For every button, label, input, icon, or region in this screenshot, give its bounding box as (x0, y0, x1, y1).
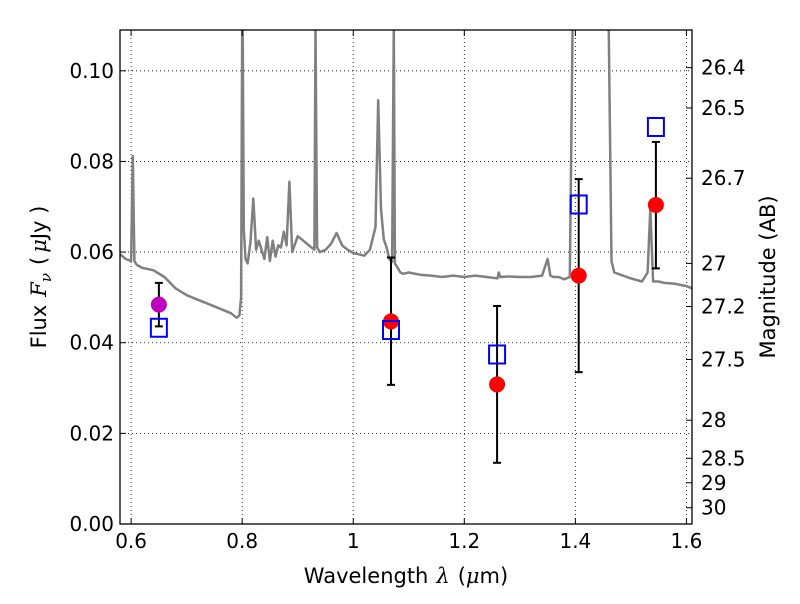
y2-tick-label: 27.5 (701, 347, 746, 371)
secondary-y-axis-label: Magnitude (AB) (756, 195, 780, 358)
x-axis-label: Wavelength λ (μm) (304, 564, 508, 588)
y-axis-label: FluxFν(μJy ) (27, 206, 55, 349)
model-photometry-point (149, 317, 168, 338)
y-tick-label: 0.00 (69, 512, 114, 536)
y2-tick-label: 28 (701, 408, 726, 432)
y-tick-label: 0.06 (69, 240, 114, 264)
model-spectrum-line (120, 30, 692, 320)
y2-tick-label: 26.4 (701, 56, 746, 80)
data-points-layer (149, 116, 665, 464)
model-photometry-point (569, 194, 588, 215)
y2-tick-label: 29 (701, 471, 726, 495)
y2-tick-label: 30 (701, 496, 726, 520)
y-tick-label: 0.08 (69, 149, 114, 173)
grid (120, 30, 692, 524)
y2-tick-label: 26.5 (701, 96, 746, 120)
x-tick-label: 0.8 (226, 529, 258, 553)
model-photometry-point (646, 116, 665, 137)
observed-flux-point (647, 196, 664, 213)
plot-frame (119, 29, 693, 525)
model-photometry-point (382, 320, 401, 341)
y-tick-label: 0.02 (69, 421, 114, 445)
y2-tick-label: 28.5 (701, 446, 746, 470)
plot-background (120, 30, 692, 524)
y2-tick-label: 26.7 (701, 166, 746, 190)
x-tick-label: 1.4 (559, 529, 591, 553)
y2-tick-label: 27 (701, 251, 726, 275)
y-tick-label: 0.04 (69, 331, 114, 355)
spectrum-layer (120, 30, 692, 320)
x-tick-label: 1.6 (671, 529, 703, 553)
observed-flux-point (489, 376, 506, 393)
ticks-layer: 0.6 0.8 1 1.2 1.4 1.6 0.00 0.02 0.04 0.06 0.08 0.10… (69, 30, 746, 553)
model-photometry-point (488, 344, 507, 365)
observed-flux-point (570, 267, 587, 284)
x-tick-label: 0.6 (115, 529, 147, 553)
y2-tick-label: 27.2 (701, 294, 746, 318)
x-tick-label: 1.2 (448, 529, 480, 553)
observed-flux-optical-point (150, 296, 167, 313)
y-tick-label: 0.10 (69, 59, 114, 83)
x-tick-label: 1 (347, 529, 360, 553)
